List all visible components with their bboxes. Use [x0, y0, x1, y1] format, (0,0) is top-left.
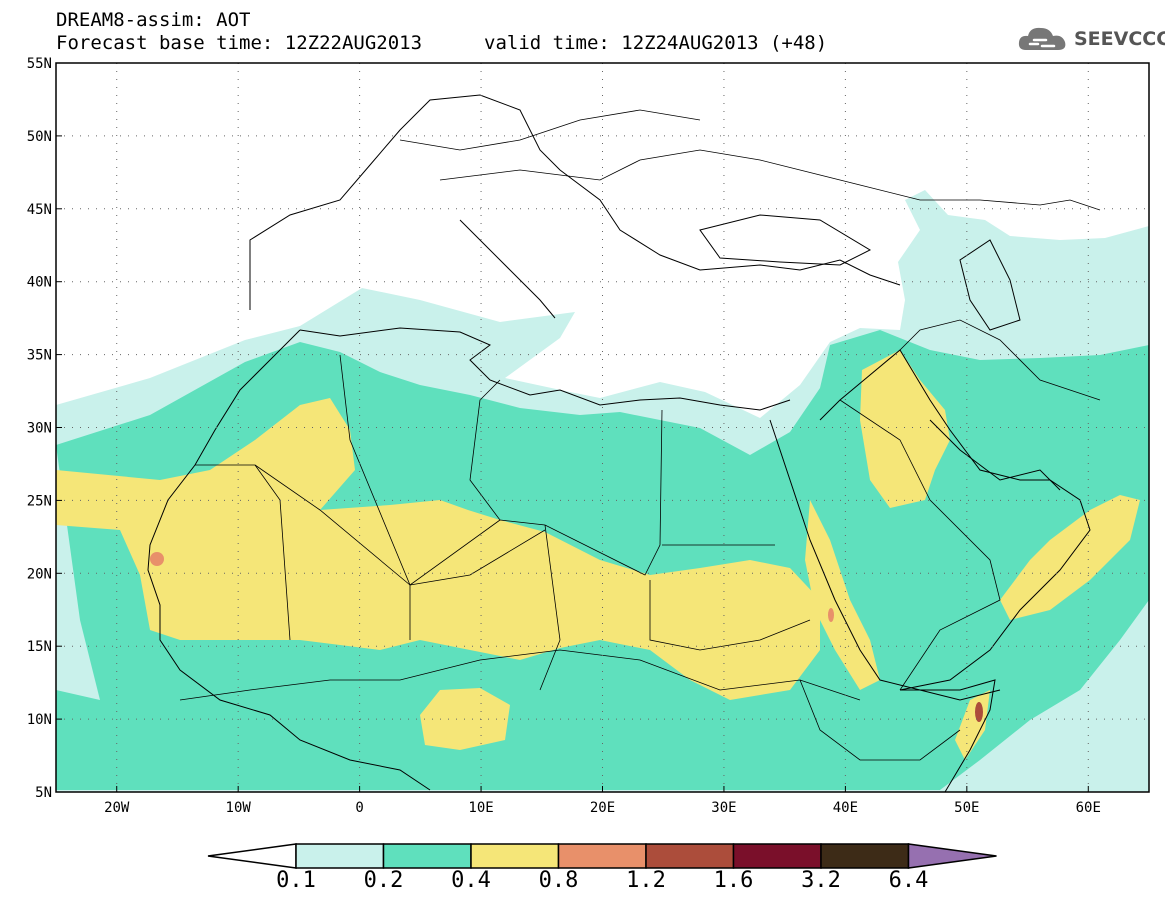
colorbar-level-0.2: 0.2: [363, 868, 404, 893]
lon-label-20E: 20E: [590, 800, 615, 816]
aot-band-0.4-arabia: [860, 350, 950, 508]
colorbar: [207, 843, 997, 869]
lat-label-30N: 30N: [27, 421, 52, 437]
colorbar-level-1.6: 1.6: [713, 868, 754, 893]
coast-europe: [249, 94, 901, 310]
coast-horn: [900, 679, 996, 792]
colorbar-swatch-1.6: [732, 843, 822, 869]
logo-text: SEEVCCC: [1074, 28, 1165, 50]
lat-label-40N: 40N: [27, 275, 52, 291]
lat-label-50N: 50N: [27, 129, 52, 145]
lat-label-15N: 15N: [27, 639, 52, 655]
colorbar-level-3.2: 3.2: [801, 868, 841, 893]
border-east-europe: [439, 149, 861, 186]
border-iran-iraq: [899, 319, 1101, 401]
border-russia-kazakh: [859, 184, 1101, 211]
lon-label-20W: 20W: [104, 800, 130, 816]
valid-time: valid time: 12Z24AUG2013 (+48): [484, 32, 828, 54]
lat-label-55N: 55N: [27, 56, 52, 72]
colorbar-level-0.4: 0.4: [451, 868, 491, 893]
lat-label-45N: 45N: [27, 202, 52, 218]
coast-mediterranean-south: [299, 327, 791, 411]
border-chad: [539, 524, 561, 691]
colorbar-level-1.2: 1.2: [626, 868, 666, 893]
seevccc-logo: SEEVCCC: [1016, 22, 1165, 56]
lon-label-10E: 10E: [468, 800, 493, 816]
border-sudan: [649, 580, 811, 651]
map-title: DREAM8-assim: AOT: [56, 9, 251, 31]
aot-spot-eritrea: [828, 608, 834, 622]
border-libya: [499, 409, 663, 576]
lat-label-10N: 10N: [27, 712, 52, 728]
lat-label-25N: 25N: [27, 493, 52, 509]
colorbar-swatch-1.2: [645, 843, 735, 869]
colorbar-swatch-0.8: [557, 843, 647, 869]
colorbar-swatch-3.2: [820, 843, 910, 869]
aot-band-0.4-oman: [1000, 495, 1140, 620]
lon-label-40E: 40E: [833, 800, 858, 816]
colorbar-level-0.8: 0.8: [538, 868, 579, 893]
coast-italy: [459, 219, 556, 319]
lon-label-50E: 50E: [954, 800, 979, 816]
colorbar-over-arrow: [907, 843, 997, 869]
aot-band-0.4-sahara: [56, 398, 820, 700]
border-central-europe: [399, 109, 701, 151]
borders: [179, 109, 1101, 761]
border-saudi: [839, 399, 1001, 691]
colorbar-under-arrow: [207, 843, 297, 869]
forecast-base-time: Forecast base time: 12Z22AUG2013: [56, 32, 423, 54]
colorbar-level-6.4: 6.4: [888, 868, 929, 893]
aot-band-0.4-redsea: [805, 500, 880, 690]
colorbar-swatch-0.4: [470, 843, 560, 869]
lon-label-0: 0: [355, 800, 363, 816]
coastlines: [147, 94, 1091, 792]
coast-africa-west: [147, 329, 431, 791]
lat-label-20N: 20N: [27, 566, 52, 582]
aot-spot-senegal: [150, 552, 164, 566]
border-niger: [409, 529, 546, 586]
aot-spot-somalia: [975, 702, 983, 722]
border-ethiopia: [799, 679, 961, 761]
coast-caspian: [959, 239, 1021, 331]
lon-label-30E: 30E: [711, 800, 736, 816]
border-mauritania: [195, 464, 291, 641]
lon-label-10W: 10W: [226, 800, 252, 816]
lon-label-60E: 60E: [1076, 800, 1101, 816]
lat-label-5N: 5N: [35, 785, 52, 801]
colorbar-swatch-0.2: [382, 843, 472, 869]
border-africa-south: [179, 649, 861, 701]
longitude-labels: 20W 10W 0 10E 20E 30E 40E 50E 60E: [104, 786, 1101, 816]
colorbar-level-0.1: 0.1: [276, 868, 316, 893]
lat-label-35N: 35N: [27, 348, 52, 364]
coast-persian-gulf: [929, 419, 1061, 491]
coast-red-sea: [769, 419, 1001, 701]
aot-field: [56, 63, 1149, 792]
latitude-labels: 55N 50N 45N 40N 35N 30N 25N 20N 15N 10N 5N: [27, 56, 62, 801]
cloud-icon: [1018, 27, 1066, 50]
coast-black-sea: [699, 214, 872, 266]
border-mali: [254, 464, 411, 640]
colorbar-swatch-0.1: [295, 843, 385, 869]
